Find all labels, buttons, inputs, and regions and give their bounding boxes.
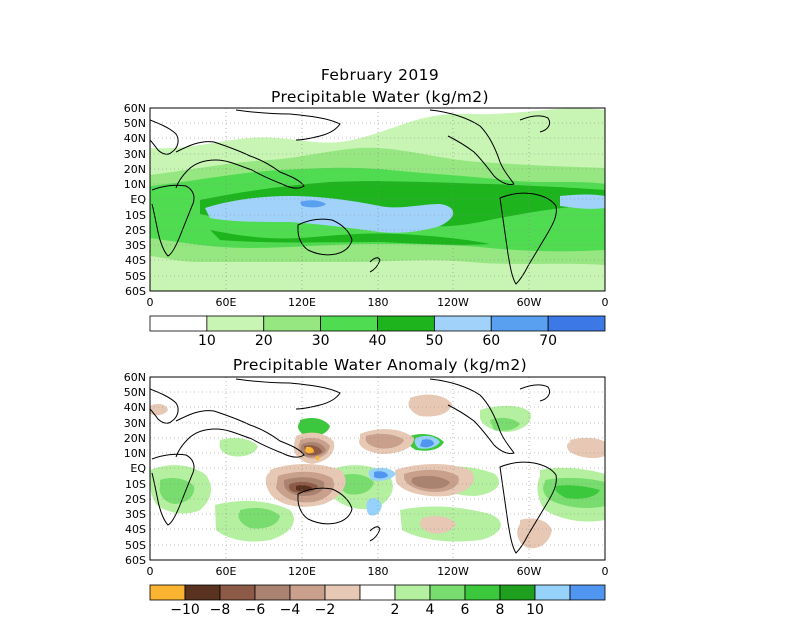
pw-lat-label: 50N (124, 117, 146, 130)
pw-lat-label: 60S (125, 285, 146, 298)
anom-lat-label: 10S (125, 478, 146, 491)
anom-lat-label: 20N (124, 432, 146, 445)
pw-band-60-70 (300, 200, 326, 208)
anom-lat-label: 60S (125, 554, 146, 567)
anom-colorbar-swatch (289, 584, 326, 601)
figure-title: February 2019 (320, 66, 440, 84)
anom-colorbar-swatch (219, 584, 256, 601)
pw-map-frame (149, 107, 606, 292)
pw-colorbar-swatch (433, 315, 492, 332)
anom-lon-label: 180 (368, 565, 389, 578)
anom-lon-label: 60W (517, 565, 542, 578)
anom-colorbar-swatch (464, 584, 501, 601)
anom-colorbar-swatch (534, 584, 571, 601)
pw-colorbar-swatch (149, 315, 208, 332)
anom-lat-label: 50S (125, 539, 146, 552)
pw-lat-label: 20N (124, 163, 146, 176)
pw-lon-label: 120W (437, 296, 469, 309)
pw-colorbar-label: 40 (369, 333, 387, 349)
pw-colorbar-swatch (547, 315, 606, 332)
panel1-subtitle: Precipitable Water (kg/m2) (270, 88, 490, 106)
anom-lat-label: 10N (124, 447, 146, 460)
pw-lon-label: 0 (602, 296, 609, 309)
anom-colorbar-swatch (184, 584, 221, 601)
anom-lat-label: 50N (124, 386, 146, 399)
anom-colorbar-swatch (394, 584, 431, 601)
pw-colorbar-swatch (377, 315, 435, 332)
pw-lat-labels: 60N 50N 40N 30N 20N 10N EQ 10S 20S 30S 4… (124, 102, 147, 298)
pw-colorbar-label: 60 (482, 333, 500, 349)
pw-colorbar-label: 10 (198, 333, 216, 349)
anom-coastlines (150, 378, 557, 554)
anom-colorbar-label: 4 (426, 602, 435, 618)
anom-colorbar-label: 6 (461, 602, 470, 618)
anom-colorbar-label: −4 (280, 602, 301, 618)
pw-map (149, 107, 606, 292)
pw-lat-label: 20S (125, 224, 146, 237)
anom-lat-label: 30S (125, 508, 146, 521)
anom-colorbar-swatch (149, 584, 186, 601)
pw-lon-label: 180 (368, 296, 389, 309)
anom-colorbar-swatch (359, 584, 396, 601)
anom-colorbar-label: 10 (526, 602, 544, 618)
pw-colorbar-label: 50 (425, 333, 443, 349)
pw-colorbar-swatch (263, 315, 322, 332)
pw-lon-label: 60W (517, 296, 542, 309)
anom-colorbar-swatch (429, 584, 466, 601)
pw-lat-label: 30N (124, 148, 146, 161)
anom-colorbar-swatch (499, 584, 536, 601)
pw-lat-label: EQ (130, 193, 146, 206)
pw-lat-label: 40S (125, 254, 146, 267)
pw-lat-label: 10N (124, 178, 146, 191)
anom-grid (150, 377, 605, 560)
anom-lat-labels: 60N 50N 40N 30N 20N 10N EQ 10S 20S 30S 4… (124, 371, 147, 567)
pw-colorbar-swatch (490, 315, 549, 332)
anom-lon-label: 120E (288, 565, 316, 578)
pw-lon-label: 60E (216, 296, 237, 309)
pw-lat-label: 50S (125, 270, 146, 283)
anom-colorbar: −10 −8 −6 −4 −2 2 4 6 8 10 (149, 584, 606, 618)
anom-lat-label: 30N (124, 417, 146, 430)
pw-colorbar-label: 30 (312, 333, 330, 349)
anom-colorbar-label: −6 (245, 602, 266, 618)
pw-lon-labels: 0 60E 120E 180 120W 60W 0 (147, 296, 609, 309)
pw-colorbar-label: 70 (539, 333, 557, 349)
anom-map-frame (149, 376, 606, 561)
pw-lat-label: 60N (124, 102, 146, 115)
pw-lat-label: 30S (125, 239, 146, 252)
anom-lon-labels: 0 60E 120E 180 120W 60W 0 (147, 565, 609, 578)
pw-lat-label: 40N (124, 132, 146, 145)
pw-lon-label: 120E (288, 296, 316, 309)
anom-lon-label: 120W (437, 565, 469, 578)
pw-colorbar-label: 20 (255, 333, 273, 349)
anom-colorbar-swatch (254, 584, 291, 601)
anom-neg12-patches (305, 446, 320, 461)
anom-colorbar-label: −2 (315, 602, 336, 618)
anom-colorbar-label: −10 (170, 602, 200, 618)
pw-colorbar: 10 20 30 40 50 60 70 (149, 315, 606, 349)
anom-lat-label: 40S (125, 523, 146, 536)
pw-grid (150, 108, 605, 291)
pw-lat-label: 10S (125, 209, 146, 222)
anom-map (149, 376, 606, 561)
anom-colorbar-label: −8 (210, 602, 231, 618)
anom-lon-label: 0 (602, 565, 609, 578)
anom-colorbar-label: 2 (391, 602, 400, 618)
pw-lon-label: 0 (147, 296, 154, 309)
anom-colorbar-label: 8 (496, 602, 505, 618)
anom-lat-label: EQ (130, 462, 146, 475)
panel2-subtitle: Precipitable Water Anomaly (kg/m2) (232, 356, 528, 374)
anom-lon-label: 60E (216, 565, 237, 578)
anom-lon-label: 0 (147, 565, 154, 578)
anom-lat-label: 60N (124, 371, 146, 384)
pw-colorbar-swatch (206, 315, 265, 332)
anom-colorbar-swatch (324, 584, 361, 601)
pw-colorbar-swatch (320, 315, 378, 332)
anom-lat-label: 40N (124, 401, 146, 414)
anom-colorbar-swatch (569, 584, 606, 601)
anom-pos12-patches (374, 439, 434, 479)
anom-lat-label: 20S (125, 493, 146, 506)
